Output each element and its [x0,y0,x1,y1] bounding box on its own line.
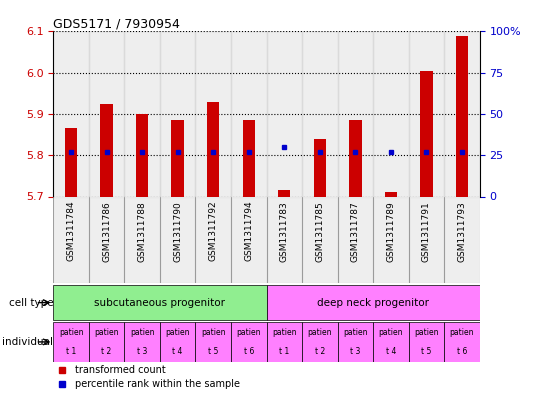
Bar [196,322,231,362]
Bar [266,31,302,196]
FancyBboxPatch shape [266,285,480,320]
Text: GSM1311792: GSM1311792 [209,201,217,261]
Bar [53,196,89,283]
Bar [444,31,480,196]
Bar [172,120,184,196]
Bar [160,31,196,196]
Text: t 2: t 2 [314,347,325,356]
Text: GSM1311794: GSM1311794 [244,201,253,261]
Bar [196,196,231,283]
Text: t 1: t 1 [66,347,76,356]
Bar [89,31,124,196]
Text: GSM1311786: GSM1311786 [102,201,111,262]
Bar [278,190,290,196]
Text: t 3: t 3 [350,347,360,356]
Bar [124,322,160,362]
Bar [385,193,397,196]
Text: t 6: t 6 [244,347,254,356]
Bar [337,322,373,362]
Bar [65,129,77,196]
Bar [444,196,480,283]
Text: t 6: t 6 [457,347,467,356]
Text: GSM1311791: GSM1311791 [422,201,431,262]
Text: patien: patien [308,328,332,336]
Bar [231,322,266,362]
Bar [53,322,89,362]
Bar [160,322,196,362]
Text: patien: patien [59,328,83,336]
Text: patien: patien [94,328,119,336]
Bar [313,139,326,196]
Bar [136,114,148,196]
Text: individual: individual [2,337,53,347]
Text: patien: patien [272,328,296,336]
Text: GSM1311787: GSM1311787 [351,201,360,262]
Bar [124,31,160,196]
Bar [444,322,480,362]
Bar [160,196,196,283]
Text: GDS5171 / 7930954: GDS5171 / 7930954 [53,17,180,30]
Text: t 4: t 4 [386,347,396,356]
Bar [207,102,220,196]
Bar [373,31,409,196]
Bar [409,196,444,283]
Bar [337,196,373,283]
Text: GSM1311785: GSM1311785 [316,201,324,262]
Bar [420,71,433,196]
Bar [302,31,337,196]
Text: transformed count: transformed count [75,365,165,375]
Text: GSM1311789: GSM1311789 [386,201,395,262]
Text: GSM1311784: GSM1311784 [67,201,76,261]
Bar [231,196,266,283]
Bar [409,31,444,196]
Text: patien: patien [414,328,439,336]
Bar [373,196,409,283]
Bar [124,196,160,283]
Text: patien: patien [237,328,261,336]
Text: t 3: t 3 [137,347,147,356]
Text: patien: patien [343,328,368,336]
Text: t 1: t 1 [279,347,289,356]
Bar [89,196,124,283]
Text: deep neck progenitor: deep neck progenitor [317,298,429,308]
Bar [243,120,255,196]
Text: t 2: t 2 [101,347,112,356]
Text: t 5: t 5 [421,347,432,356]
Text: percentile rank within the sample: percentile rank within the sample [75,378,240,389]
Bar [337,31,373,196]
Bar [349,120,361,196]
Bar [302,322,337,362]
Bar [266,322,302,362]
Bar [373,322,409,362]
Text: cell type: cell type [9,298,53,308]
Bar [196,31,231,196]
Bar [456,35,468,197]
Text: patien: patien [130,328,155,336]
Text: subcutaneous progenitor: subcutaneous progenitor [94,298,225,308]
Text: GSM1311793: GSM1311793 [457,201,466,262]
Bar [302,196,337,283]
Text: patien: patien [450,328,474,336]
Bar [409,322,444,362]
Bar [231,31,266,196]
Text: GSM1311790: GSM1311790 [173,201,182,262]
Text: patien: patien [201,328,225,336]
Bar [53,31,89,196]
Text: GSM1311788: GSM1311788 [138,201,147,262]
Text: patien: patien [165,328,190,336]
FancyBboxPatch shape [53,285,266,320]
Text: GSM1311783: GSM1311783 [280,201,289,262]
Text: patien: patien [378,328,403,336]
Bar [100,104,113,196]
Text: t 5: t 5 [208,347,219,356]
Bar [266,196,302,283]
Text: t 4: t 4 [173,347,183,356]
Bar [89,322,124,362]
